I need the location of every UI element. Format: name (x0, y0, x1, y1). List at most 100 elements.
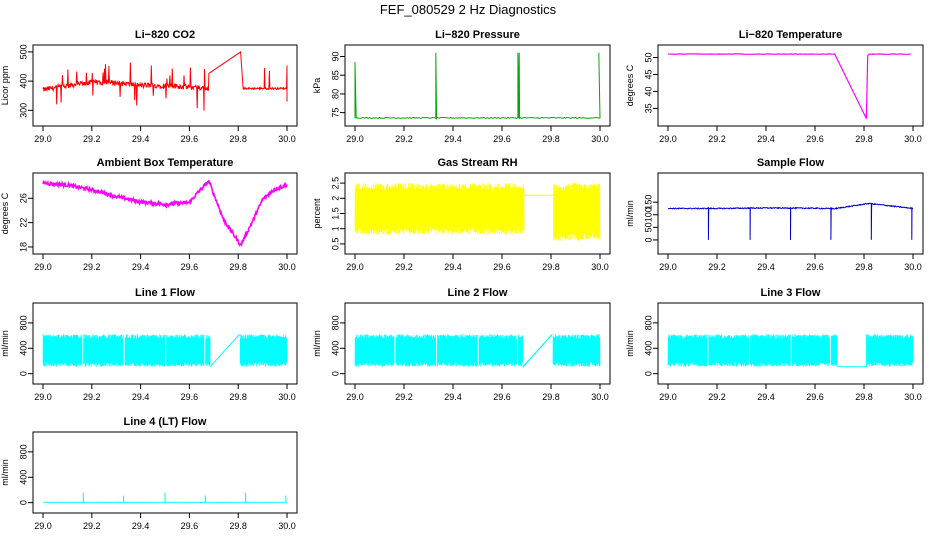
y-axis-label: ml/min (312, 330, 322, 357)
line1-flow-band-5 (205, 334, 211, 367)
y-tick-label: 150 (643, 195, 653, 210)
x-tick-label: 29.8 (542, 134, 560, 144)
rh-band-2 (553, 183, 601, 241)
series-group (42, 333, 288, 368)
y-tick-label: 800 (330, 315, 340, 330)
line3-flow-band-4 (791, 334, 831, 367)
series-group (667, 334, 914, 368)
x-tick-label: 29.8 (855, 134, 873, 144)
y-tick-label: 400 (18, 470, 28, 485)
series-group (42, 179, 288, 248)
co2-series (42, 50, 288, 111)
chart-title: Line 1 Flow (135, 287, 195, 299)
x-tick-label: 30.0 (278, 134, 296, 144)
x-tick-label: 29.0 (34, 392, 52, 402)
y-tick-label: 400 (643, 341, 653, 356)
series-group (354, 333, 601, 368)
y-tick-label: 800 (643, 315, 653, 330)
x-tick-label: 29.6 (181, 262, 199, 272)
x-tick-label: 29.2 (83, 392, 101, 402)
line2-flow-band-tail (552, 334, 601, 367)
y-tick-label: 100 (643, 207, 653, 222)
y-tick-label: 300 (18, 103, 28, 118)
y-tick-label: 2.5 (330, 177, 340, 190)
y-tick-label: 90 (330, 51, 340, 61)
y-tick-label: 26 (18, 193, 28, 203)
x-tick-label: 29.0 (346, 262, 364, 272)
plot-frame (657, 44, 924, 127)
y-tick-label: 500 (18, 44, 28, 59)
series-group (354, 52, 601, 121)
x-tick-label: 29.8 (229, 134, 247, 144)
x-tick-label: 29.4 (757, 392, 775, 402)
x-tick-label: 29.2 (708, 392, 726, 402)
x-tick-label: 29.8 (229, 262, 247, 272)
y-axis-label: ml/min (625, 330, 635, 357)
y-tick-label: 1.5 (330, 207, 340, 220)
y-axis-label: ml/min (625, 200, 635, 227)
x-tick-label: 29.0 (659, 392, 677, 402)
line3-flow-band-3 (749, 334, 791, 367)
chart-panel: Line 3 Flow ml/min 29.0 29.2 29.4 29.6 29.8 30.… (625, 287, 924, 402)
line2-flow-band-1 (354, 334, 395, 367)
plot-frame (32, 431, 298, 514)
x-tick-label: 30.0 (904, 392, 922, 402)
chart-title: Li−820 Temperature (739, 29, 842, 41)
y-tick-label: 40 (643, 86, 653, 96)
chart-panel: Li−820 Temperature degrees C 29.0 29.2 29.4 2… (625, 29, 924, 144)
x-tick-label: 30.0 (278, 392, 296, 402)
y-tick-label: 0.5 (330, 238, 340, 251)
x-tick-label: 29.4 (132, 262, 150, 272)
series-group (667, 53, 911, 119)
chart-panel: Gas Stream RH percent 29.0 29.2 29.4 29.6 29.8… (312, 157, 611, 272)
x-tick-label: 30.0 (278, 521, 296, 531)
y-axis-label: percent (312, 198, 322, 229)
x-tick-label: 30.0 (591, 262, 609, 272)
x-tick-label: 29.2 (395, 134, 413, 144)
chart-title: Li−820 Pressure (435, 29, 520, 41)
y-tick-label: 22 (18, 218, 28, 228)
rh-band-1 (354, 183, 525, 235)
x-tick-label: 29.6 (181, 134, 199, 144)
chart-panel: Li−820 Pressure kPa 29.0 29.2 29.4 29.6 29.8 30… (312, 29, 611, 144)
series-group (668, 202, 914, 240)
line3-flow-band-2 (708, 334, 750, 367)
x-tick-label: 29.2 (708, 262, 726, 272)
y-tick-label: 400 (18, 341, 28, 356)
x-tick-label: 29.4 (757, 262, 775, 272)
x-tick-label: 29.6 (806, 392, 824, 402)
y-tick-label: 1 (330, 226, 340, 231)
line2-flow-band-4 (478, 334, 518, 367)
x-tick-label: 29.8 (229, 392, 247, 402)
x-tick-label: 29.0 (34, 262, 52, 272)
plot-frame (32, 44, 298, 127)
x-tick-label: 29.6 (806, 134, 824, 144)
y-tick-label: 800 (18, 315, 28, 330)
chart-panel: Li−820 CO2 Licor ppm 29.0 29.2 29.4 29.6 29.8 3… (0, 29, 298, 144)
y-axis-label: Licor ppm (0, 66, 10, 106)
x-tick-label: 29.2 (83, 521, 101, 531)
y-axis-label: ml/min (0, 459, 10, 486)
line4-flow-series (43, 492, 287, 504)
x-tick-label: 29.4 (132, 521, 150, 531)
x-tick-label: 29.2 (395, 392, 413, 402)
chart-panel: Sample Flow ml/min 29.0 29.2 29.4 29.6 29.8 30.… (625, 157, 924, 272)
line3-flow-band-1 (667, 334, 708, 367)
line2-flow-band-2 (395, 334, 437, 367)
x-tick-label: 29.6 (493, 392, 511, 402)
x-tick-label: 29.8 (542, 262, 560, 272)
y-tick-label: 2 (330, 196, 340, 201)
y-tick-label: 75 (330, 108, 340, 118)
x-tick-label: 29.4 (444, 262, 462, 272)
x-tick-label: 30.0 (591, 134, 609, 144)
y-tick-label: 85 (330, 70, 340, 80)
line2-flow-band-3 (436, 334, 478, 367)
plot-frame (344, 302, 611, 385)
line1-flow-band-3 (124, 334, 166, 367)
x-tick-label: 29.0 (346, 134, 364, 144)
x-tick-label: 29.0 (346, 392, 364, 402)
line3-flow-gap-line (837, 334, 867, 368)
x-tick-label: 29.2 (83, 262, 101, 272)
plot-frame (657, 172, 924, 255)
x-tick-label: 29.8 (855, 262, 873, 272)
